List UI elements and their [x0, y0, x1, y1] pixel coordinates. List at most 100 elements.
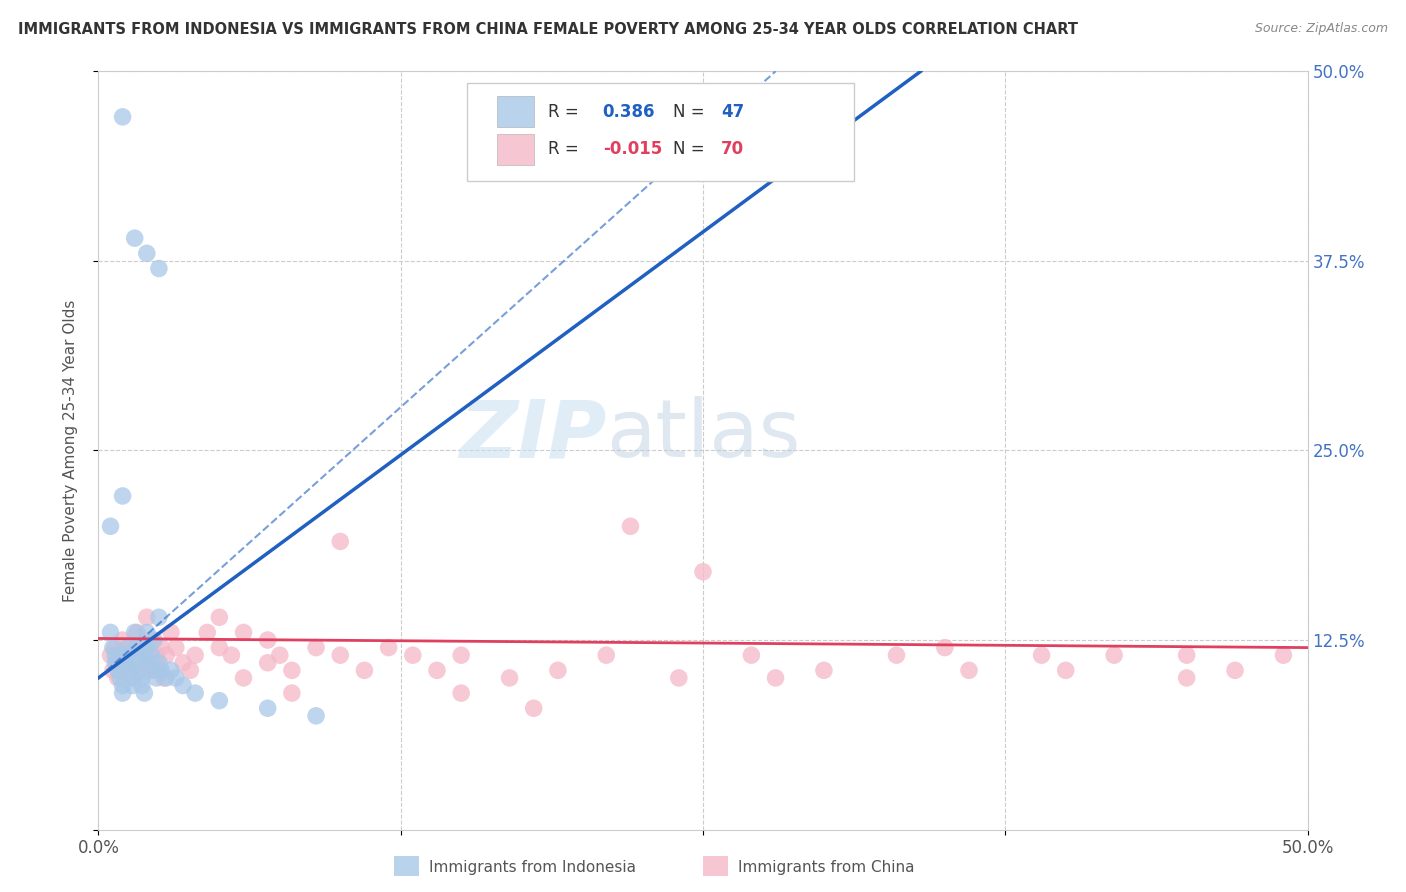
Point: [208, 610, 231, 624]
Point: [101, 664, 124, 678]
Point: [232, 671, 254, 685]
Point: [124, 648, 146, 662]
Point: [111, 110, 134, 124]
Point: [208, 640, 231, 655]
Point: [143, 664, 166, 678]
Point: [155, 648, 177, 662]
Point: [498, 671, 520, 685]
Point: [886, 648, 908, 662]
Point: [547, 664, 569, 678]
Point: [281, 664, 304, 678]
Point: [131, 640, 153, 655]
Point: [305, 708, 328, 723]
Point: [104, 648, 127, 662]
Point: [127, 656, 149, 670]
Point: [100, 625, 122, 640]
Point: [111, 489, 134, 503]
Point: [160, 625, 183, 640]
Point: [184, 686, 207, 700]
Point: [124, 648, 146, 662]
Text: N =: N =: [672, 103, 710, 120]
Point: [138, 648, 160, 662]
Point: [957, 664, 980, 678]
Point: [128, 664, 150, 678]
Point: [150, 664, 173, 678]
Point: [256, 656, 278, 670]
Point: [104, 640, 127, 655]
Point: [121, 671, 143, 685]
Point: [117, 640, 139, 655]
Point: [121, 671, 143, 685]
Point: [172, 678, 194, 692]
Point: [148, 610, 170, 624]
Point: [145, 671, 167, 685]
Point: [195, 625, 218, 640]
Point: [523, 701, 546, 715]
Point: [134, 686, 156, 700]
Y-axis label: Female Poverty Among 25-34 Year Olds: Female Poverty Among 25-34 Year Olds: [63, 300, 77, 601]
Point: [100, 519, 122, 533]
FancyBboxPatch shape: [467, 83, 855, 181]
Text: 47: 47: [721, 103, 744, 120]
Text: -0.015: -0.015: [603, 140, 662, 159]
Point: [377, 640, 399, 655]
Text: atlas: atlas: [606, 396, 800, 475]
Point: [221, 648, 243, 662]
Point: [269, 648, 291, 662]
Point: [100, 648, 122, 662]
Point: [305, 640, 328, 655]
Point: [108, 648, 131, 662]
Point: [117, 656, 139, 670]
Point: [118, 664, 141, 678]
Point: [740, 648, 762, 662]
Point: [148, 664, 170, 678]
Point: [179, 664, 201, 678]
Point: [765, 671, 787, 685]
Point: [128, 664, 150, 678]
Point: [124, 625, 146, 640]
Point: [152, 671, 174, 685]
Point: [135, 610, 157, 624]
Point: [1054, 664, 1077, 678]
Point: [134, 648, 156, 662]
Point: [145, 648, 167, 662]
Point: [104, 656, 127, 670]
Point: [813, 664, 835, 678]
Point: [111, 678, 134, 692]
Point: [124, 231, 146, 245]
Point: [138, 656, 160, 670]
Point: [1223, 664, 1246, 678]
Point: [692, 565, 714, 579]
Point: [107, 671, 129, 685]
Point: [135, 640, 157, 655]
Point: [107, 664, 129, 678]
Point: [131, 671, 153, 685]
Text: ZIP: ZIP: [458, 396, 606, 475]
Point: [135, 664, 157, 678]
Point: [1175, 671, 1198, 685]
Point: [450, 648, 472, 662]
Point: [208, 694, 231, 708]
Point: [595, 648, 617, 662]
Text: N =: N =: [672, 140, 710, 159]
Point: [108, 671, 131, 685]
Point: [141, 664, 163, 678]
Point: [117, 656, 139, 670]
Point: [1175, 648, 1198, 662]
Point: [1272, 648, 1295, 662]
Point: [111, 633, 134, 648]
Point: [232, 625, 254, 640]
Point: [1031, 648, 1053, 662]
Point: [256, 633, 278, 648]
FancyBboxPatch shape: [498, 135, 534, 165]
Point: [114, 648, 136, 662]
Text: R =: R =: [548, 140, 585, 159]
Point: [155, 671, 177, 685]
Point: [114, 664, 136, 678]
Point: [121, 678, 143, 692]
Point: [134, 648, 156, 662]
Point: [165, 671, 187, 685]
Point: [118, 640, 141, 655]
Text: 70: 70: [721, 140, 744, 159]
Point: [141, 633, 163, 648]
